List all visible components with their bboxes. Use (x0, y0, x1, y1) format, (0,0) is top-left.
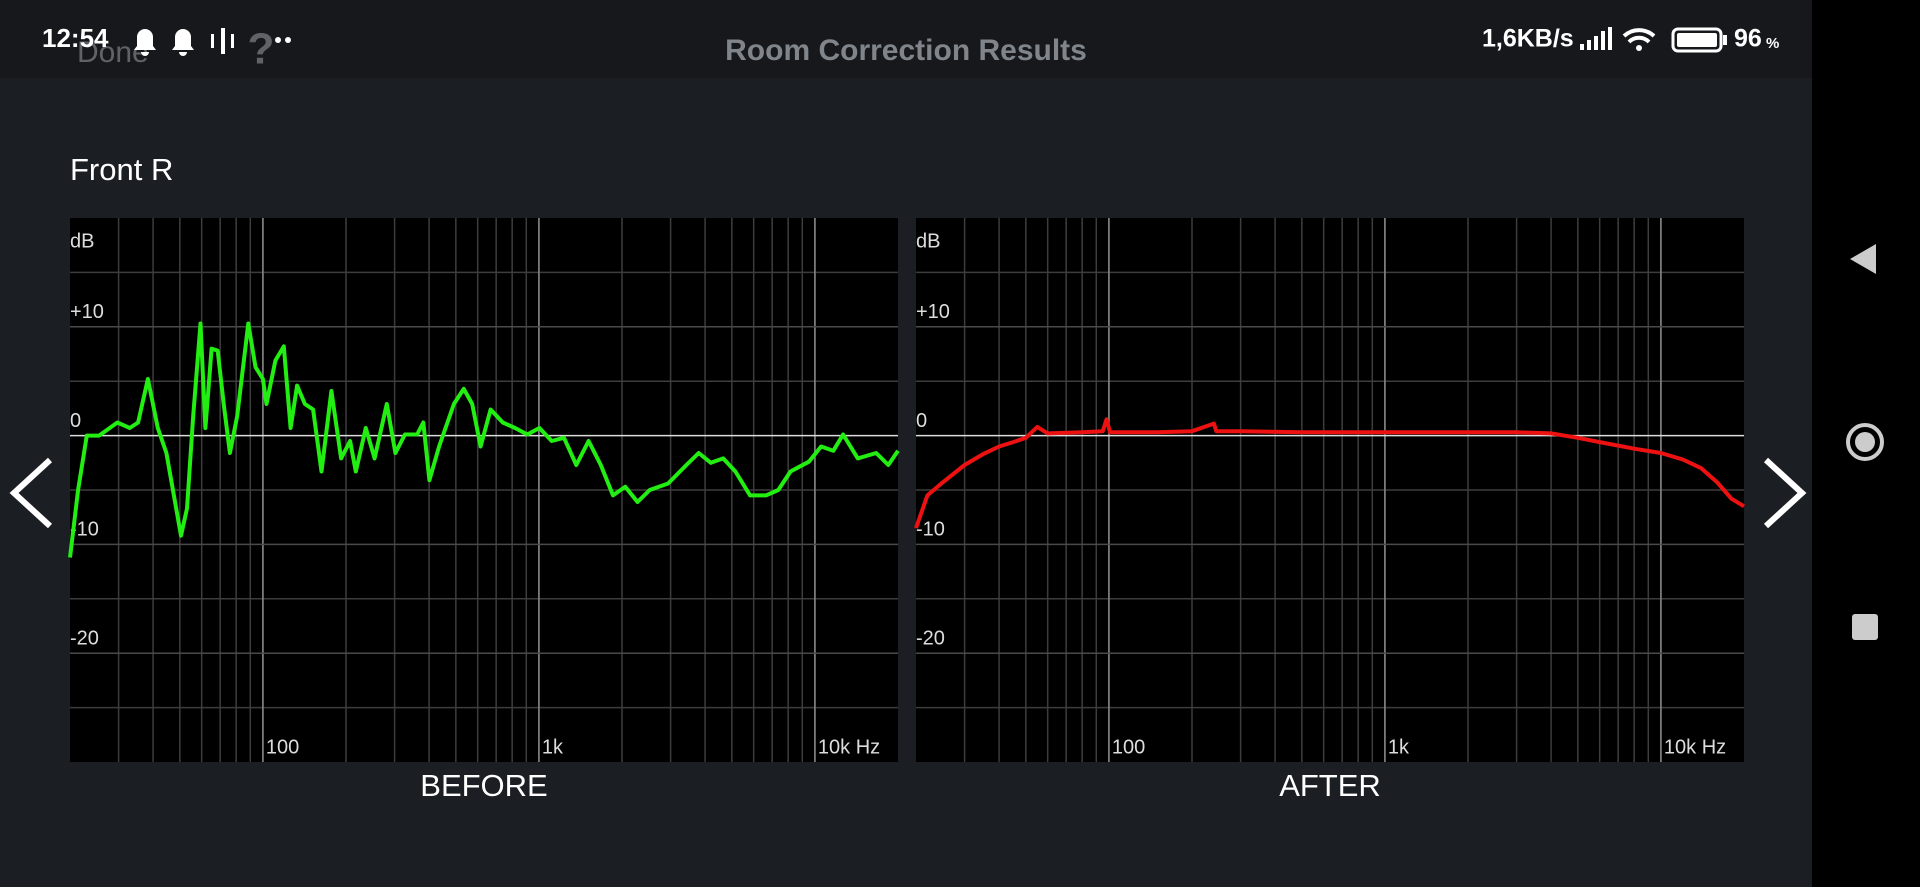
x-tick-label: 10k Hz (818, 736, 880, 758)
chart: 100 1k 10k Hz +10 0 -10 -20 dB BEFORE (68, 218, 900, 803)
help-icon[interactable]: ? (248, 25, 275, 74)
nav-home[interactable] (1846, 423, 1884, 461)
response-curve (68, 321, 900, 558)
nav-back[interactable] (1850, 244, 1876, 274)
battery-unit: % (1766, 35, 1779, 52)
next-arrow[interactable] (1763, 457, 1807, 529)
y-tick-label: -10 (916, 519, 945, 541)
status-time: 12:54 (42, 23, 109, 53)
bell-icon (134, 29, 156, 56)
wifi-icon (1636, 45, 1642, 51)
battery-tip (1723, 35, 1727, 45)
y-tick-label: 0 (70, 410, 81, 432)
wifi-icon (1622, 28, 1656, 44)
network-speed: 1,6KB/s (1482, 25, 1574, 53)
y-tick-label: +10 (916, 301, 950, 323)
y-tick-label: -10 (70, 519, 99, 541)
bell-icon (172, 29, 194, 56)
x-tick-label: 10k Hz (1664, 736, 1726, 758)
x-tick-label: 1k (542, 736, 564, 758)
vibrate-icon (231, 34, 234, 48)
chart: 100 1k 10k Hz +10 0 -10 -20 dB AFTER (914, 218, 1746, 803)
top-bar (0, 0, 1812, 78)
nav-home-dot (1855, 432, 1875, 452)
y-tick-label: -20 (916, 627, 945, 649)
y-tick-label: 0 (916, 410, 927, 432)
signal-icon (1580, 27, 1612, 50)
x-tick-label: 1k (1388, 736, 1410, 758)
chart-title: BEFORE (420, 768, 547, 803)
previous-arrow[interactable] (9, 457, 53, 529)
vibrate-icon (211, 34, 214, 48)
x-tick-label: 100 (1112, 736, 1145, 758)
y-tick-label: +10 (70, 301, 104, 323)
y-axis-label: dB (70, 230, 94, 252)
y-tick-label: -20 (70, 627, 99, 649)
battery-percent: 96 (1734, 25, 1762, 53)
more-icon (275, 37, 281, 43)
battery-icon (1671, 27, 1723, 53)
status-icons (134, 28, 291, 56)
nav-recents[interactable] (1852, 614, 1878, 640)
chart-title: AFTER (1279, 768, 1381, 803)
battery-level (1677, 33, 1717, 47)
done-button[interactable]: Done (77, 36, 149, 69)
vibrate-icon (221, 28, 225, 54)
channel-name: Front R (70, 152, 173, 187)
response-curve (914, 417, 1746, 529)
y-axis-label: dB (916, 230, 940, 252)
x-tick-label: 100 (266, 736, 299, 758)
charts: 100 1k 10k Hz +10 0 -10 -20 dB BEFORE 100 1k 10k Hz… (68, 218, 1746, 803)
more-icon (285, 37, 291, 43)
page-title: Room Correction Results (725, 34, 1087, 67)
